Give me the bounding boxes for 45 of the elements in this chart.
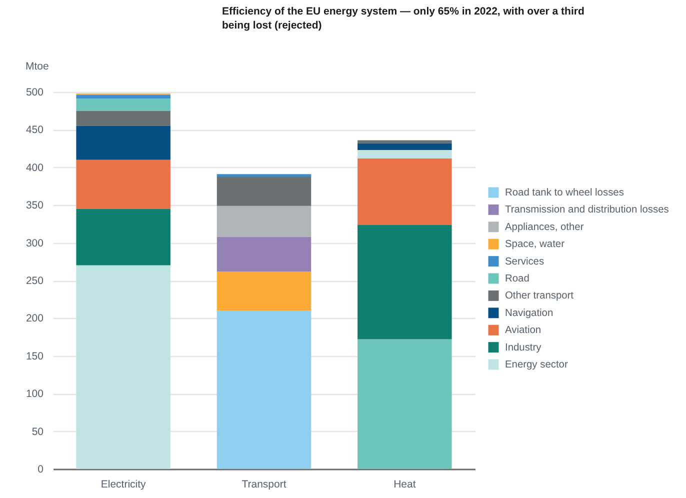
legend-label: Navigation: [505, 308, 554, 319]
legend-label: Road: [505, 274, 530, 285]
bar: [76, 95, 170, 99]
legend-label: Energy sector: [505, 360, 568, 371]
x-tick-label: Electricity: [100, 478, 147, 490]
bar: [358, 143, 452, 150]
bar: [76, 110, 170, 126]
bar: [76, 208, 170, 266]
bar: [76, 160, 170, 209]
y-tick-label: 300: [26, 237, 44, 250]
legend-label: Appliances, other: [505, 222, 584, 233]
bar: [216, 310, 312, 469]
y-tick-label: 500: [26, 86, 44, 98]
bar: [76, 265, 170, 469]
bar: [76, 126, 170, 160]
bar: [358, 140, 452, 144]
bar: [216, 236, 312, 272]
y-tick-label: 0: [38, 464, 44, 476]
bar: [358, 339, 452, 469]
legend-label: Road tank to wheel losses: [505, 188, 624, 199]
y-tick-label: 150: [26, 350, 44, 362]
legend-label: Aviation: [505, 325, 542, 336]
bar: [216, 206, 312, 237]
legend-label: Space, water: [505, 239, 566, 250]
y-tick-label: 250: [26, 275, 44, 287]
y-axis-title: Mtoe: [26, 60, 50, 72]
bar: [216, 271, 312, 311]
bar: [358, 158, 452, 225]
x-tick-label: Heat: [394, 478, 416, 490]
y-tick-label: 400: [26, 162, 44, 174]
legend-label: Transmission and distribution losses: [505, 204, 669, 216]
bar: [216, 176, 312, 206]
y-tick-label: 50: [32, 426, 44, 438]
bar: [358, 224, 452, 340]
y-tick-label: 350: [26, 200, 44, 212]
chart-title: Efficiency of the EU energy system — only 65% in 2022, with over a third being lost (rejected): [222, 6, 584, 32]
legend-label: Services: [505, 256, 544, 268]
bar: [358, 150, 452, 158]
y-tick-label: 100: [26, 388, 44, 400]
x-tick-label: Transport: [242, 478, 286, 490]
bar: [76, 98, 170, 111]
legend-label: Other transport: [505, 290, 574, 302]
legend-label: Industry: [505, 342, 542, 354]
y-tick-label: 200: [26, 312, 44, 325]
y-tick-label: 450: [26, 124, 44, 136]
